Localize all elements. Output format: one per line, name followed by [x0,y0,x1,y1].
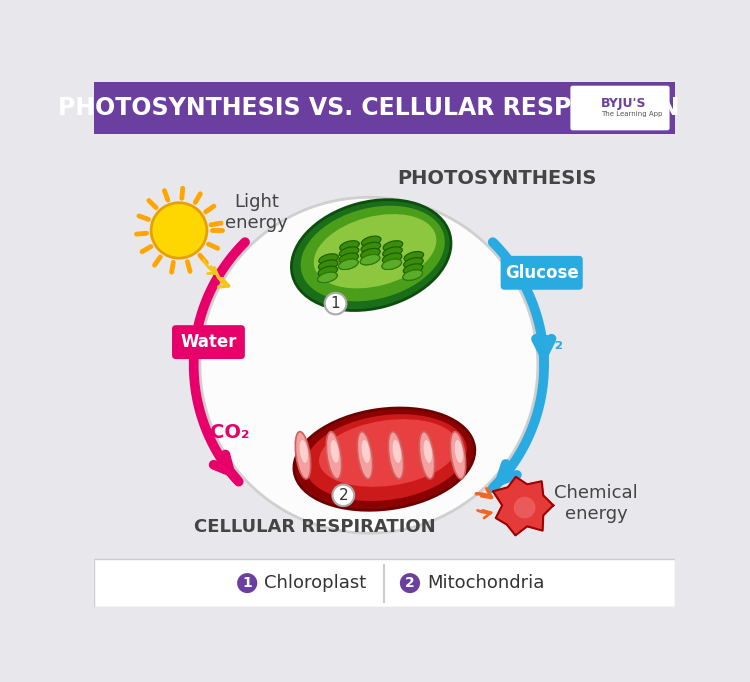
Ellipse shape [361,248,380,258]
Ellipse shape [357,432,373,479]
Ellipse shape [326,432,342,479]
Text: Light
energy: Light energy [225,193,288,232]
Circle shape [151,203,207,258]
Ellipse shape [294,408,475,510]
Ellipse shape [419,432,435,479]
Ellipse shape [319,260,338,270]
FancyBboxPatch shape [172,325,244,359]
Ellipse shape [314,214,436,288]
Text: Glucose: Glucose [505,264,578,282]
Text: 1: 1 [242,576,252,590]
Ellipse shape [403,270,422,280]
Ellipse shape [340,241,359,251]
Ellipse shape [404,264,423,274]
Ellipse shape [360,254,380,265]
Ellipse shape [382,259,401,269]
Ellipse shape [301,206,445,301]
Text: CO₂: CO₂ [209,423,249,442]
FancyBboxPatch shape [94,82,675,134]
Text: 2: 2 [338,488,348,503]
Text: Chloroplast: Chloroplast [264,574,367,592]
Ellipse shape [362,440,370,463]
Ellipse shape [382,259,401,269]
Ellipse shape [339,253,358,263]
Ellipse shape [292,200,451,310]
Circle shape [200,197,538,533]
Circle shape [514,497,535,518]
Ellipse shape [382,247,402,257]
Ellipse shape [331,440,339,463]
Ellipse shape [319,419,458,487]
Ellipse shape [339,247,359,257]
Text: BYJU'S: BYJU'S [602,97,646,110]
Text: Chemical
energy: Chemical energy [554,484,638,523]
Ellipse shape [338,259,358,269]
Ellipse shape [404,252,424,262]
Circle shape [332,484,354,506]
Text: 1: 1 [331,296,340,311]
Circle shape [237,573,257,593]
Ellipse shape [360,254,380,265]
Text: Mitochondria: Mitochondria [427,574,544,592]
Ellipse shape [338,259,358,269]
Ellipse shape [383,241,403,251]
Ellipse shape [318,266,338,276]
Ellipse shape [382,253,402,263]
Ellipse shape [388,432,404,479]
Ellipse shape [450,432,466,479]
FancyBboxPatch shape [570,86,670,130]
Text: PHOTOSYNTHESIS VS. CELLULAR RESPIRATION: PHOTOSYNTHESIS VS. CELLULAR RESPIRATION [58,96,680,120]
Text: CELLULAR RESPIRATION: CELLULAR RESPIRATION [194,518,436,536]
Text: Water: Water [180,333,237,351]
Text: The Learning App: The Learning App [602,111,663,117]
Polygon shape [493,477,554,535]
Ellipse shape [454,440,463,463]
Ellipse shape [305,414,466,501]
Circle shape [400,573,420,593]
Ellipse shape [317,272,338,282]
Ellipse shape [319,254,338,264]
Ellipse shape [362,236,381,246]
Ellipse shape [404,258,423,268]
Ellipse shape [403,270,422,280]
FancyBboxPatch shape [501,256,583,290]
Ellipse shape [317,272,338,282]
Ellipse shape [296,432,310,479]
Text: PHOTOSYNTHESIS: PHOTOSYNTHESIS [397,168,596,188]
Text: 2: 2 [405,576,415,590]
Ellipse shape [361,242,380,252]
Text: O₂: O₂ [538,334,563,353]
Ellipse shape [392,440,401,463]
FancyBboxPatch shape [94,559,675,607]
Ellipse shape [299,440,308,463]
Circle shape [325,293,346,314]
Ellipse shape [424,440,432,463]
